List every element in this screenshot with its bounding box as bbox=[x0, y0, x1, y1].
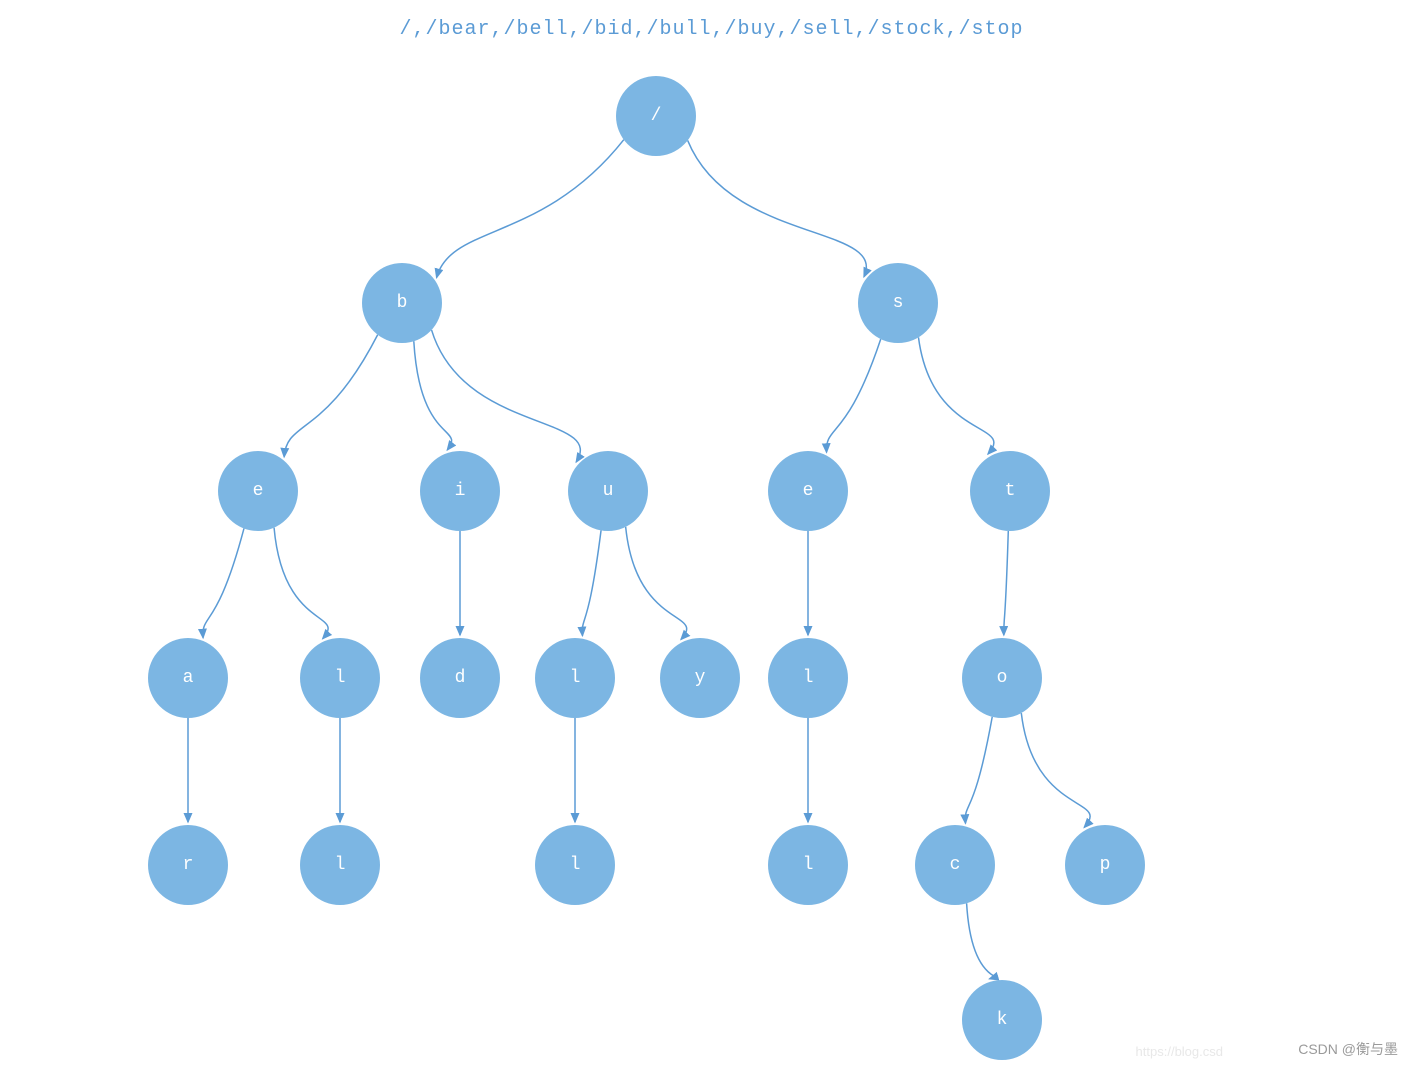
edge-root-b bbox=[437, 140, 624, 278]
node-se: e bbox=[768, 451, 848, 531]
edge-st-sto bbox=[1004, 531, 1008, 635]
node-st: t bbox=[970, 451, 1050, 531]
edge-bu-buy bbox=[626, 527, 687, 640]
node-sell: l bbox=[768, 825, 848, 905]
svg-text:i: i bbox=[455, 481, 466, 501]
node-stop: p bbox=[1065, 825, 1145, 905]
node-bear: r bbox=[148, 825, 228, 905]
svg-text:e: e bbox=[253, 481, 264, 501]
svg-text:l: l bbox=[335, 668, 346, 688]
node-bid: d bbox=[420, 638, 500, 718]
edge-b-be bbox=[284, 335, 378, 457]
watermark-main: CSDN @衡与墨 bbox=[1298, 1039, 1398, 1059]
node-bi: i bbox=[420, 451, 500, 531]
svg-text:a: a bbox=[183, 668, 194, 688]
edge-be-bel bbox=[274, 528, 328, 639]
svg-text:l: l bbox=[335, 855, 346, 875]
svg-text:p: p bbox=[1100, 855, 1111, 875]
watermark-faint: https://blog.csd bbox=[1136, 1044, 1223, 1059]
svg-text:/: / bbox=[651, 106, 662, 126]
svg-text:l: l bbox=[803, 668, 814, 688]
node-bell: l bbox=[300, 825, 380, 905]
svg-text:t: t bbox=[1005, 481, 1016, 501]
trie-tree-diagram: / b s e i u e t a l d l y l o r l l l c p k bbox=[0, 0, 1423, 1071]
node-s: s bbox=[858, 263, 938, 343]
node-sto: o bbox=[962, 638, 1042, 718]
node-buy: y bbox=[660, 638, 740, 718]
svg-text:r: r bbox=[183, 855, 194, 875]
svg-text:e: e bbox=[803, 481, 814, 501]
node-sel: l bbox=[768, 638, 848, 718]
edge-stoc-stock bbox=[967, 903, 995, 979]
node-bul: l bbox=[535, 638, 615, 718]
node-stock: k bbox=[962, 980, 1042, 1060]
node-bel: l bbox=[300, 638, 380, 718]
edge-b-bu bbox=[432, 330, 581, 462]
svg-text:s: s bbox=[893, 293, 904, 313]
svg-text:u: u bbox=[603, 481, 614, 501]
nodes: / b s e i u e t a l d l y l o r l l l c p k bbox=[148, 76, 1145, 1060]
edge-be-bea bbox=[203, 528, 244, 637]
svg-text:k: k bbox=[997, 1010, 1008, 1030]
svg-text:d: d bbox=[455, 668, 466, 688]
svg-text:l: l bbox=[570, 855, 581, 875]
svg-text:o: o bbox=[997, 668, 1008, 688]
edge-sto-stoc bbox=[965, 717, 992, 824]
svg-text:l: l bbox=[803, 855, 814, 875]
svg-text:b: b bbox=[397, 293, 408, 313]
svg-text:l: l bbox=[570, 668, 581, 688]
edge-b-bi bbox=[414, 341, 452, 450]
svg-text:y: y bbox=[695, 668, 706, 688]
node-stoc: c bbox=[915, 825, 995, 905]
node-bull: l bbox=[535, 825, 615, 905]
node-b: b bbox=[362, 263, 442, 343]
node-bu: u bbox=[568, 451, 648, 531]
edge-s-st bbox=[918, 337, 993, 454]
edge-root-s bbox=[688, 140, 867, 276]
svg-text:c: c bbox=[950, 855, 961, 875]
node-root: / bbox=[616, 76, 696, 156]
node-be: e bbox=[218, 451, 298, 531]
edge-s-se bbox=[827, 339, 881, 452]
node-bea: a bbox=[148, 638, 228, 718]
edge-sto-stop bbox=[1021, 713, 1090, 827]
edge-bu-bul bbox=[582, 530, 601, 635]
